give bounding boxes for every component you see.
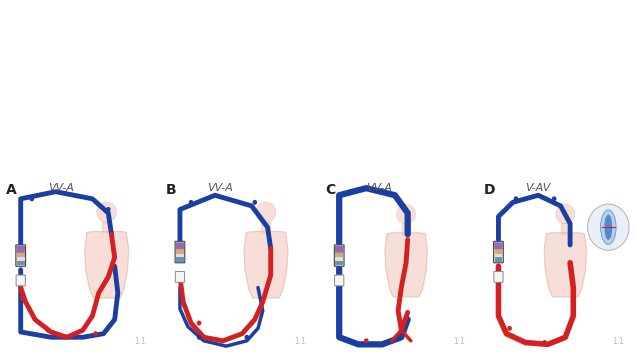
Circle shape — [46, 328, 50, 332]
Circle shape — [30, 197, 34, 201]
Circle shape — [508, 327, 512, 330]
Text: C: C — [325, 183, 335, 197]
Ellipse shape — [397, 204, 415, 224]
Polygon shape — [561, 223, 569, 234]
FancyBboxPatch shape — [17, 246, 25, 253]
FancyBboxPatch shape — [16, 245, 25, 266]
Polygon shape — [385, 233, 427, 297]
Polygon shape — [261, 222, 271, 233]
FancyBboxPatch shape — [175, 272, 185, 282]
Polygon shape — [402, 223, 410, 234]
Polygon shape — [85, 231, 129, 298]
FancyBboxPatch shape — [334, 275, 344, 286]
Circle shape — [254, 201, 256, 204]
Bar — [494, 249, 503, 254]
Circle shape — [588, 204, 629, 250]
Circle shape — [543, 341, 547, 344]
FancyBboxPatch shape — [176, 242, 184, 249]
Circle shape — [107, 208, 110, 211]
Ellipse shape — [556, 204, 575, 224]
Text: 1.1: 1.1 — [134, 337, 147, 346]
FancyBboxPatch shape — [175, 241, 185, 263]
Text: 1.1: 1.1 — [612, 337, 624, 346]
Bar — [17, 253, 25, 257]
Circle shape — [515, 197, 517, 201]
FancyBboxPatch shape — [494, 241, 503, 263]
FancyBboxPatch shape — [494, 272, 503, 282]
FancyBboxPatch shape — [494, 242, 503, 249]
Circle shape — [245, 335, 248, 339]
FancyBboxPatch shape — [334, 245, 344, 266]
Text: VV-A: VV-A — [366, 183, 392, 193]
Text: V-AV: V-AV — [526, 183, 551, 193]
Circle shape — [197, 321, 201, 325]
Bar — [176, 249, 184, 254]
Text: A: A — [6, 183, 17, 197]
Circle shape — [20, 296, 24, 300]
Bar — [494, 257, 503, 262]
Polygon shape — [544, 233, 587, 297]
Circle shape — [553, 197, 555, 201]
Ellipse shape — [97, 202, 117, 222]
Bar — [17, 261, 25, 265]
Text: VV-A: VV-A — [207, 183, 233, 193]
Circle shape — [349, 190, 352, 193]
Circle shape — [190, 201, 192, 204]
Ellipse shape — [256, 202, 276, 222]
Text: B: B — [166, 183, 176, 197]
Text: 1.1: 1.1 — [453, 337, 465, 346]
FancyBboxPatch shape — [335, 246, 343, 253]
Circle shape — [364, 339, 368, 343]
Bar — [335, 261, 343, 265]
Bar — [176, 257, 184, 262]
Text: 1.1: 1.1 — [294, 337, 306, 346]
Ellipse shape — [605, 214, 612, 240]
Polygon shape — [102, 222, 111, 233]
Bar — [335, 253, 343, 257]
Text: D: D — [484, 183, 496, 197]
Circle shape — [94, 332, 97, 335]
Circle shape — [383, 190, 387, 193]
Circle shape — [250, 321, 254, 325]
FancyBboxPatch shape — [16, 275, 25, 286]
Polygon shape — [244, 231, 288, 298]
Circle shape — [197, 335, 201, 339]
Text: VV-A: VV-A — [48, 183, 74, 193]
Circle shape — [400, 328, 403, 332]
Ellipse shape — [601, 210, 616, 245]
